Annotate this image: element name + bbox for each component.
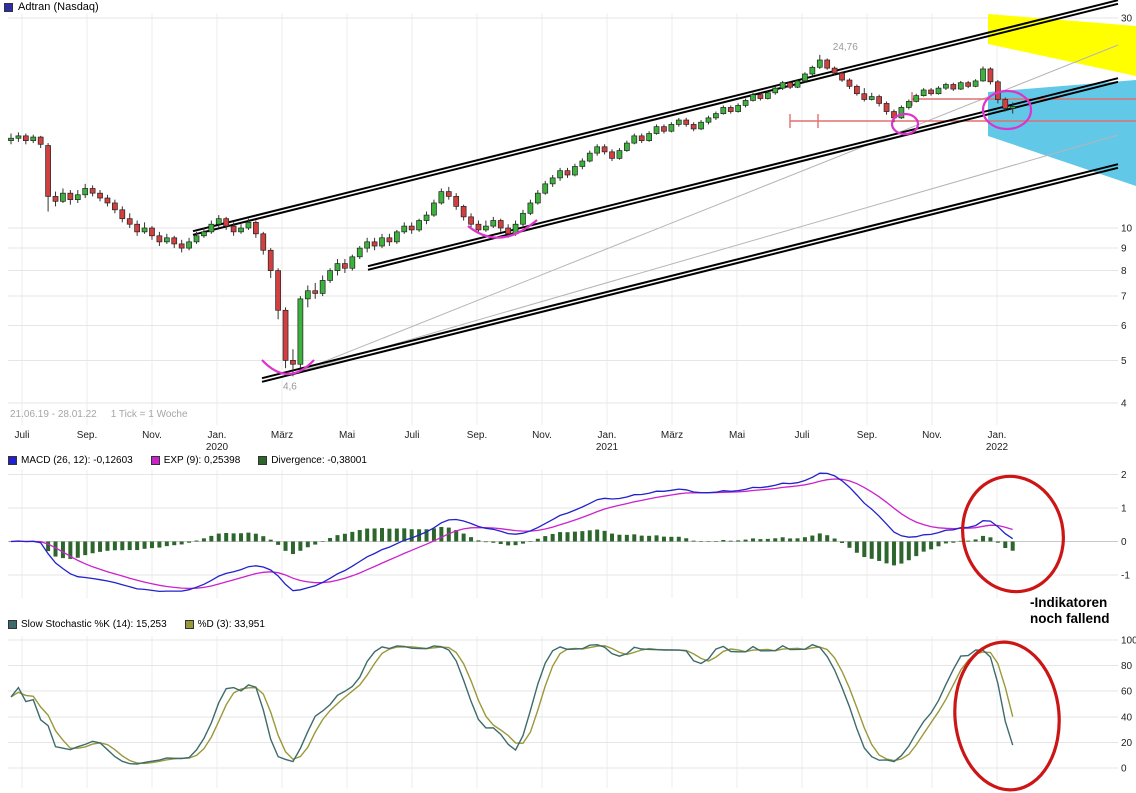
svg-text:5: 5 <box>1121 356 1127 367</box>
series-icon <box>4 2 13 12</box>
macd-grid <box>8 470 1118 598</box>
price-extreme-labels: 24,76 4,6 <box>283 42 858 392</box>
svg-text:80: 80 <box>1121 661 1133 672</box>
macd-axis-labels: 2 1 0 -1 <box>1121 470 1130 582</box>
svg-text:März: März <box>661 430 683 441</box>
svg-text:2020: 2020 <box>206 442 229 453</box>
svg-text:Sep.: Sep. <box>467 430 488 441</box>
svg-text:Nov.: Nov. <box>922 430 942 441</box>
svg-text:8: 8 <box>1121 266 1127 277</box>
main-grid <box>8 13 1118 425</box>
tick-unit-label: 1 Tick = 1 Woche <box>110 409 188 420</box>
stoch-grid <box>8 636 1118 788</box>
svg-text:Nov.: Nov. <box>142 430 162 441</box>
candlesticks <box>8 54 1016 377</box>
svg-text:4,6: 4,6 <box>283 381 297 392</box>
chart-title-bar: Adtran (Nasdaq) <box>4 1 99 13</box>
svg-text:Nov.: Nov. <box>532 430 552 441</box>
page-title: Adtran (Nasdaq) <box>18 1 99 13</box>
annotation-indicators-falling: -Indikatoren noch fallend <box>1030 595 1136 627</box>
svg-text:-1: -1 <box>1121 571 1130 582</box>
hand-drawn-marks <box>261 89 1033 375</box>
stoch-axis-labels: 100 80 60 40 20 0 <box>1121 636 1136 775</box>
annotation-line2: noch fallend <box>1030 611 1110 626</box>
svg-text:Jan.: Jan. <box>598 430 617 441</box>
svg-text:2021: 2021 <box>596 442 619 453</box>
exp-legend-label: EXP (9): 0,25398 <box>163 455 241 466</box>
svg-text:2: 2 <box>1121 470 1127 481</box>
legend-item-macd: MACD (26, 12): -0,12603 <box>8 455 133 466</box>
svg-text:4: 4 <box>1121 398 1127 409</box>
macd-legend: MACD (26, 12): -0,12603 EXP (9): 0,25398… <box>8 455 367 466</box>
stoch-d-color-swatch <box>184 620 194 629</box>
legend-item-exp: EXP (9): 0,25398 <box>150 455 241 466</box>
stoch-annotation-circle <box>953 640 1061 792</box>
projection-zones <box>988 14 1136 186</box>
svg-text:60: 60 <box>1121 687 1133 698</box>
svg-text:0: 0 <box>1121 537 1127 548</box>
trend-channel-lines <box>192 0 1119 383</box>
macd-annotation-circle <box>961 474 1065 594</box>
svg-text:Juli: Juli <box>14 430 29 441</box>
downside-target-zone <box>988 80 1136 186</box>
macd-legend-label: MACD (26, 12): -0,12603 <box>21 455 133 466</box>
annotation-line1: -Indikatoren <box>1030 595 1108 610</box>
svg-text:10: 10 <box>1121 224 1133 235</box>
svg-text:9: 9 <box>1121 244 1127 255</box>
svg-text:100: 100 <box>1121 636 1136 647</box>
svg-text:Sep.: Sep. <box>857 430 878 441</box>
exp-color-swatch <box>150 456 160 465</box>
svg-text:Jan.: Jan. <box>988 430 1007 441</box>
upside-target-zone <box>988 14 1136 76</box>
svg-text:7: 7 <box>1121 292 1127 303</box>
stoch-d-legend-label: %D (3): 33,951 <box>197 619 265 630</box>
svg-text:40: 40 <box>1121 712 1133 723</box>
svg-text:24,76: 24,76 <box>833 42 858 53</box>
macd-histogram <box>9 526 1015 566</box>
svg-text:20: 20 <box>1121 738 1133 749</box>
stoch-d-line <box>10 644 1014 765</box>
divergence-color-swatch <box>258 456 268 465</box>
chart-period-note: 21.06.19 - 28.01.22 1 Tick = 1 Woche <box>10 409 188 420</box>
svg-text:Mai: Mai <box>339 430 355 441</box>
svg-text:Mai: Mai <box>729 430 745 441</box>
divergence-legend-label: Divergence: -0,38001 <box>271 455 367 466</box>
legend-item-divergence: Divergence: -0,38001 <box>258 455 367 466</box>
macd-line <box>10 472 1014 593</box>
legend-item-stoch-k: Slow Stochastic %K (14): 15,253 <box>8 619 167 630</box>
legend-item-stoch-d: %D (3): 33,951 <box>184 619 265 630</box>
stoch-k-legend-label: Slow Stochastic %K (14): 15,253 <box>21 619 167 630</box>
macd-signal-line <box>10 478 1013 590</box>
stochastic-legend: Slow Stochastic %K (14): 15,253 %D (3): … <box>8 619 265 630</box>
macd-color-swatch <box>8 456 17 465</box>
svg-text:März: März <box>271 430 293 441</box>
svg-text:1: 1 <box>1121 504 1127 515</box>
svg-text:Sep.: Sep. <box>77 430 98 441</box>
svg-text:Jan.: Jan. <box>208 430 227 441</box>
svg-text:0: 0 <box>1121 764 1127 775</box>
stoch-k-line <box>10 643 1014 765</box>
svg-text:6: 6 <box>1121 321 1127 332</box>
svg-text:Juli: Juli <box>404 430 419 441</box>
svg-text:Juli: Juli <box>794 430 809 441</box>
stoch-k-color-swatch <box>8 620 17 629</box>
main-axis-labels: 4 5 6 7 8 9 10 30 Juli Sep. Nov. Jan. März Mai Juli Sep… <box>14 14 1132 453</box>
svg-text:30: 30 <box>1121 14 1133 25</box>
date-range-label: 21.06.19 - 28.01.22 <box>10 409 97 420</box>
svg-text:2022: 2022 <box>986 442 1009 453</box>
